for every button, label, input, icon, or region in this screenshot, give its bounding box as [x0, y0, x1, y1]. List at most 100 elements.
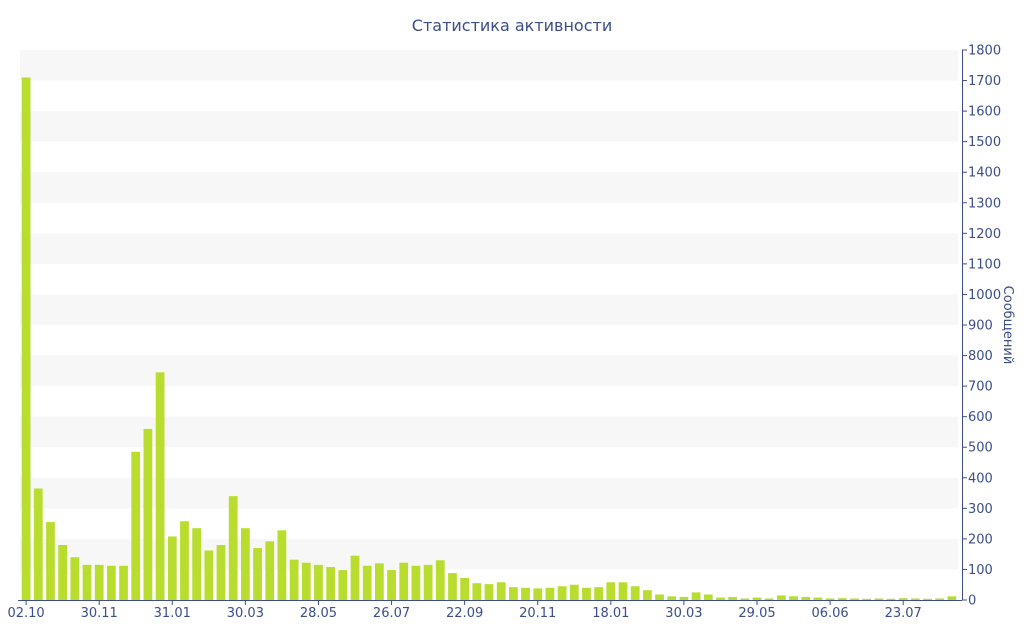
x-tick-label: 18.01 [592, 606, 629, 621]
y-tick-label: 700 [968, 380, 993, 395]
x-tick-label: 31.01 [154, 606, 191, 621]
bar [545, 587, 555, 600]
bar [21, 77, 31, 600]
bar [679, 596, 689, 600]
bar [204, 550, 214, 600]
y-tick-label: 900 [968, 319, 993, 334]
bar [850, 598, 859, 600]
grid-band [20, 233, 958, 264]
bar [472, 583, 482, 600]
bar [301, 562, 311, 600]
bar [180, 521, 189, 600]
grid-band [20, 477, 958, 509]
bar [642, 590, 652, 600]
bar [374, 563, 384, 600]
bar [764, 598, 774, 600]
bar [277, 530, 287, 600]
x-tick-label: 22.09 [446, 606, 483, 621]
bar [58, 545, 68, 600]
grid-band [20, 50, 958, 81]
bar [131, 451, 141, 600]
bar [618, 582, 628, 600]
bar [484, 584, 494, 600]
bar [289, 559, 299, 600]
bar [691, 592, 701, 600]
bar [703, 594, 713, 600]
x-tick-label: 28.05 [300, 606, 337, 621]
grid-band [20, 172, 958, 203]
y-tick-label: 1600 [968, 105, 1001, 120]
bar [423, 564, 433, 600]
grid-band [20, 294, 958, 325]
bar [314, 564, 323, 600]
y-tick-label: 1800 [968, 44, 1001, 59]
bar [70, 557, 80, 600]
bar [801, 596, 811, 600]
x-tick-label: 06.06 [811, 606, 848, 621]
bar [265, 541, 275, 600]
grid-bands [20, 50, 958, 570]
tick-labels: 0 100 200 300 400 500 600 700 800 900 1000 1100 1200… [7, 44, 1001, 622]
bar [33, 488, 43, 600]
bar [630, 586, 640, 600]
y-tick-label: 500 [968, 441, 993, 456]
y-tick-label: 200 [968, 532, 993, 547]
grid-band [20, 111, 958, 142]
bar [533, 588, 543, 600]
bar [460, 578, 470, 600]
x-tick-label: 30.03 [665, 606, 702, 621]
bar [728, 596, 738, 600]
x-tick-label: 30.11 [81, 606, 118, 621]
x-tick-label: 29.05 [738, 606, 775, 621]
bar [46, 522, 55, 600]
x-tick-label: 02.10 [7, 606, 44, 621]
bar [837, 598, 847, 600]
y-tick-label: 1500 [968, 135, 1001, 150]
bar [789, 596, 798, 600]
y-tick-label: 1400 [968, 166, 1001, 181]
x-tick-label: 26.07 [373, 606, 410, 621]
bar [362, 565, 372, 600]
bar [910, 598, 920, 600]
bar [594, 587, 604, 600]
x-tick-label: 23.07 [885, 606, 922, 621]
bar [326, 567, 336, 600]
bar [508, 587, 518, 600]
bar [350, 555, 360, 600]
bar [253, 548, 262, 600]
y-tick-label: 300 [968, 502, 993, 517]
bars [21, 77, 957, 600]
bar [435, 560, 445, 600]
y-tick-label: 100 [968, 563, 993, 578]
bar [338, 570, 348, 600]
bar [143, 428, 153, 600]
bar [874, 598, 884, 600]
bar [582, 587, 591, 600]
x-tick-label: 20.11 [519, 606, 556, 621]
bar [923, 598, 932, 600]
y-tick-label: 400 [968, 471, 993, 486]
bar [655, 594, 664, 600]
y-axis-label: Сообщений [1000, 286, 1015, 365]
bar [521, 587, 530, 600]
bar [886, 598, 896, 600]
bar [228, 496, 238, 600]
bar [411, 565, 421, 600]
y-tick-label: 800 [968, 349, 993, 364]
bar [947, 596, 957, 600]
y-tick-label: 1100 [968, 257, 1001, 272]
bar [216, 545, 226, 600]
y-tick-label: 1300 [968, 196, 1001, 211]
y-tick-label: 600 [968, 410, 993, 425]
bar [776, 595, 786, 600]
bar [106, 565, 116, 600]
bar [825, 598, 835, 600]
bar [740, 598, 750, 600]
bar [192, 528, 202, 600]
y-tick-label: 1700 [968, 74, 1001, 89]
bar [119, 565, 128, 600]
grid-band [20, 355, 958, 387]
bar [399, 562, 409, 600]
